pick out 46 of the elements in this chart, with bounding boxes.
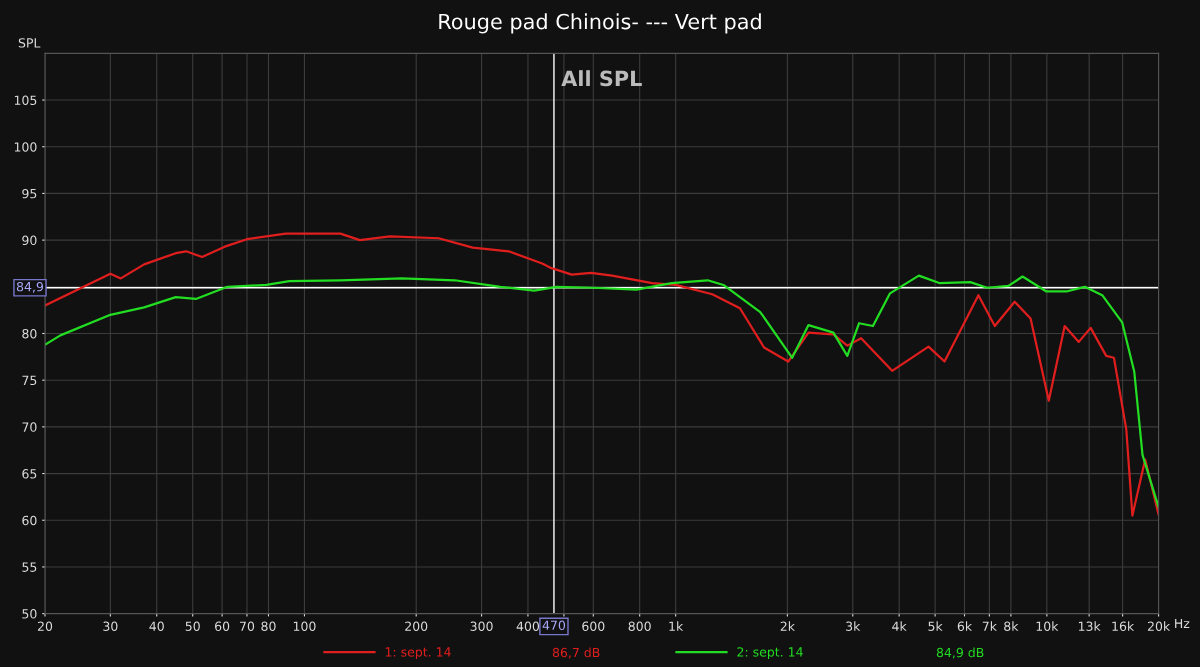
- x-tick-label: 60: [215, 621, 230, 631]
- x-tick-label: 400: [516, 621, 540, 631]
- x-tick-label: 2k: [780, 621, 795, 631]
- x-tick-label: 300: [470, 621, 493, 631]
- x-tick-label: 8k: [1004, 621, 1019, 631]
- y-tick-label: 95: [22, 188, 37, 199]
- x-tick-label: 100: [293, 621, 316, 631]
- x-tick-label: 5k: [928, 621, 943, 631]
- x-tick-label: 4k: [892, 621, 907, 631]
- x-tick-label: 800: [628, 621, 651, 631]
- ref-line-label: 470: [542, 620, 566, 631]
- legend-label: 1: sept. 14: [385, 647, 451, 660]
- x-tick-label: 20: [37, 621, 53, 631]
- x-tick-label: 6k: [957, 621, 973, 631]
- x-tick-label: 80: [261, 621, 276, 631]
- y-tick-label: 70: [22, 422, 37, 432]
- x-tick-label: 70: [240, 621, 255, 631]
- x-axis-title: Hz: [1175, 618, 1190, 628]
- x-tick-label: 10k: [1036, 621, 1059, 631]
- x-tick-label: 13k: [1078, 621, 1101, 631]
- x-tick-label: 200: [405, 621, 428, 631]
- ref-line-label: 84,9: [16, 281, 44, 293]
- y-tick-label: 75: [22, 375, 37, 386]
- text: 86,7 dB: [552, 647, 600, 659]
- y-tick-label: 50: [22, 609, 37, 619]
- y-tick-label: 90: [22, 235, 37, 246]
- annotation: All SPL: [561, 70, 642, 87]
- y-tick-label: 60: [22, 515, 37, 526]
- x-tick-label: 50: [185, 621, 200, 631]
- y-tick-label: 55: [22, 562, 37, 572]
- x-tick-label: 3k: [846, 621, 861, 631]
- x-tick-label: 1k: [669, 621, 684, 631]
- legend-label: 2: sept. 14: [737, 647, 803, 660]
- x-tick-label: 600: [582, 621, 605, 631]
- y-tick-label: 100: [14, 142, 37, 152]
- y-axis-title: SPL: [18, 38, 41, 48]
- x-tick-label: 30: [103, 621, 118, 631]
- chart-title: Rouge pad Chinois- --- Vert pad: [439, 13, 761, 34]
- y-tick-label: 80: [22, 328, 37, 339]
- y-tick-label: 65: [22, 469, 37, 479]
- y-tick-label: 105: [14, 95, 37, 105]
- x-tick-label: 16k: [1112, 621, 1135, 631]
- text: 84,9 dB: [936, 647, 984, 659]
- x-tick-label: 20k: [1147, 621, 1171, 631]
- x-tick-label: 7k: [982, 621, 997, 631]
- x-tick-label: 40: [149, 621, 164, 631]
